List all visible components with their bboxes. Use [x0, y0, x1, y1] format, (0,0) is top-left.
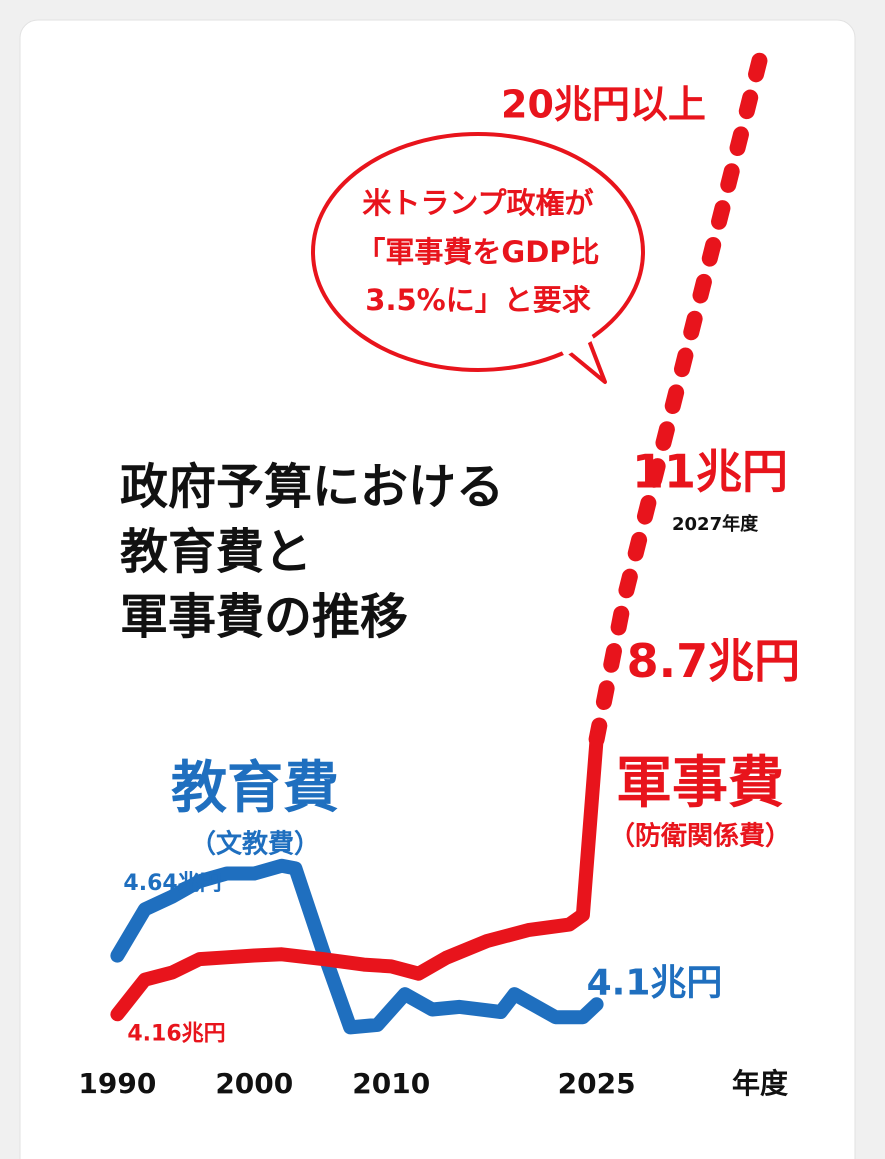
year-note: 2027年度 [672, 513, 759, 535]
chart-title: 教育費と [120, 524, 312, 580]
callout-text: 3.5%に」と要求 [365, 283, 590, 317]
series-line [110, 732, 604, 1022]
callout-text: 米トランプ政権が [362, 186, 593, 220]
legend-note: （文教費） [190, 829, 320, 860]
x-tick-label: 1990 [78, 1067, 156, 1100]
value-label: 4.64兆円 [123, 871, 221, 896]
legend-note: （防衛関係費） [609, 822, 791, 852]
series-line [110, 858, 604, 1035]
projection-line [588, 47, 769, 748]
x-tick-label: 2000 [215, 1067, 293, 1100]
x-tick-label: 2025 [558, 1067, 636, 1100]
legend-label: 軍事費 [616, 751, 784, 816]
value-label: 20兆円以上 [501, 83, 706, 127]
chart-title: 軍事費の推移 [120, 589, 408, 645]
callout-bubble [311, 132, 645, 384]
x-tick-label: 2010 [352, 1067, 430, 1100]
chart-title: 政府予算における [120, 459, 504, 515]
value-label: 11兆円 [632, 445, 788, 499]
callout-ellipse [311, 132, 645, 372]
x-axis-label: 年度 [732, 1067, 788, 1100]
value-label: 4.1兆円 [587, 962, 723, 1003]
legend-label: 教育費 [171, 756, 339, 821]
value-label: 4.16兆円 [127, 1021, 225, 1046]
callout-text: 「軍事費をGDP比 [356, 235, 599, 269]
value-label: 8.7兆円 [627, 634, 801, 688]
callout-join [549, 313, 595, 357]
